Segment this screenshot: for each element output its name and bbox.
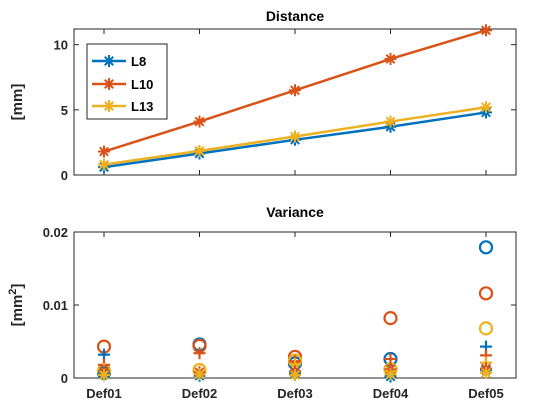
legend-marker-l10 bbox=[103, 78, 115, 90]
y-tick-label: 5 bbox=[61, 103, 68, 118]
legend-box bbox=[86, 43, 168, 120]
data-point-l10-def05 bbox=[478, 286, 494, 301]
variance-ylabel-close: ] bbox=[9, 284, 26, 289]
data-point-l10-def03 bbox=[289, 84, 301, 97]
series-l13-asterisk bbox=[98, 101, 492, 171]
distance-legend: L8 L10 L13 bbox=[86, 43, 168, 120]
y-tick-label: 0 bbox=[61, 371, 68, 386]
data-point-l13-def01 bbox=[98, 158, 110, 171]
data-point-l13-def05 bbox=[480, 366, 492, 379]
data-point-l13-def02 bbox=[193, 368, 206, 381]
legend-entry-l10: L10 bbox=[92, 77, 153, 92]
variance-series bbox=[96, 240, 494, 383]
y-tick-label: 0 bbox=[61, 168, 68, 183]
data-point-l13-def03 bbox=[289, 130, 301, 143]
distance-y-axis-label: [mm] bbox=[9, 84, 26, 121]
x-tick-label-def03: Def03 bbox=[277, 386, 312, 401]
legend-marker-glyph-l10 bbox=[103, 78, 115, 90]
legend-label-l13: L13 bbox=[131, 99, 153, 114]
distance-panel: Distance [mm] 0 5 10 L8 L10 L13 bbox=[9, 8, 517, 183]
data-point-l8-def05 bbox=[478, 240, 494, 255]
distance-title: Distance bbox=[266, 8, 325, 24]
data-point-l13-def04 bbox=[384, 115, 397, 128]
legend-marker-glyph-l13 bbox=[103, 100, 115, 112]
legend-marker-l8 bbox=[103, 55, 115, 67]
series-l10-asterisk bbox=[98, 24, 492, 158]
data-point-l13-def05 bbox=[478, 321, 494, 336]
data-point-l13-def03 bbox=[289, 369, 301, 382]
x-tick-label-def01: Def01 bbox=[86, 386, 121, 401]
variance-title: Variance bbox=[266, 204, 324, 220]
legend-marker-glyph-l8 bbox=[103, 55, 115, 67]
x-tick-label-def05: Def05 bbox=[468, 386, 503, 401]
legend-label-l8: L8 bbox=[131, 54, 146, 69]
data-point-l13-def02 bbox=[193, 144, 206, 157]
variance-x-ticks: Def01 Def02 Def03 Def04 Def05 bbox=[86, 232, 504, 401]
data-point-l13-def01 bbox=[98, 369, 110, 382]
distance-y-ticks: 0 5 10 bbox=[54, 38, 516, 183]
series-l13-asterisk bbox=[98, 366, 492, 382]
variance-panel: Variance [mm2] 0 0.01 0.02 Def01 Def02 Def03… bbox=[7, 204, 517, 401]
data-point-l10-def02 bbox=[193, 115, 206, 128]
data-point-l13-def04 bbox=[384, 368, 397, 381]
data-point-l10-def02 bbox=[193, 347, 206, 360]
distance-series bbox=[98, 24, 492, 174]
variance-y-ticks: 0 0.01 0.02 bbox=[43, 225, 516, 386]
y-tick-label: 10 bbox=[54, 38, 68, 53]
x-tick-label-def02: Def02 bbox=[182, 386, 217, 401]
data-point-l8-def01 bbox=[98, 348, 110, 361]
data-point-l10-def05 bbox=[480, 24, 492, 37]
legend-entry-l8: L8 bbox=[92, 54, 146, 69]
data-point-l10-def04 bbox=[384, 52, 397, 65]
legend-entry-l13: L13 bbox=[92, 99, 153, 114]
data-point-l10-def04 bbox=[384, 353, 397, 366]
variance-ylabel-superscript: 2 bbox=[7, 289, 19, 295]
legend-marker-l13 bbox=[103, 100, 115, 112]
y-tick-label: 0.01 bbox=[43, 298, 68, 313]
data-point-l10-def04 bbox=[383, 311, 398, 326]
data-point-l13-def05 bbox=[480, 101, 492, 114]
x-tick-label-def04: Def04 bbox=[373, 386, 409, 401]
variance-ylabel-main: [mm bbox=[9, 295, 26, 327]
variance-y-axis-label: [mm2] bbox=[7, 284, 26, 327]
data-point-l10-def01 bbox=[98, 145, 110, 158]
y-tick-label: 0.02 bbox=[43, 225, 68, 240]
legend-label-l10: L10 bbox=[131, 77, 153, 92]
